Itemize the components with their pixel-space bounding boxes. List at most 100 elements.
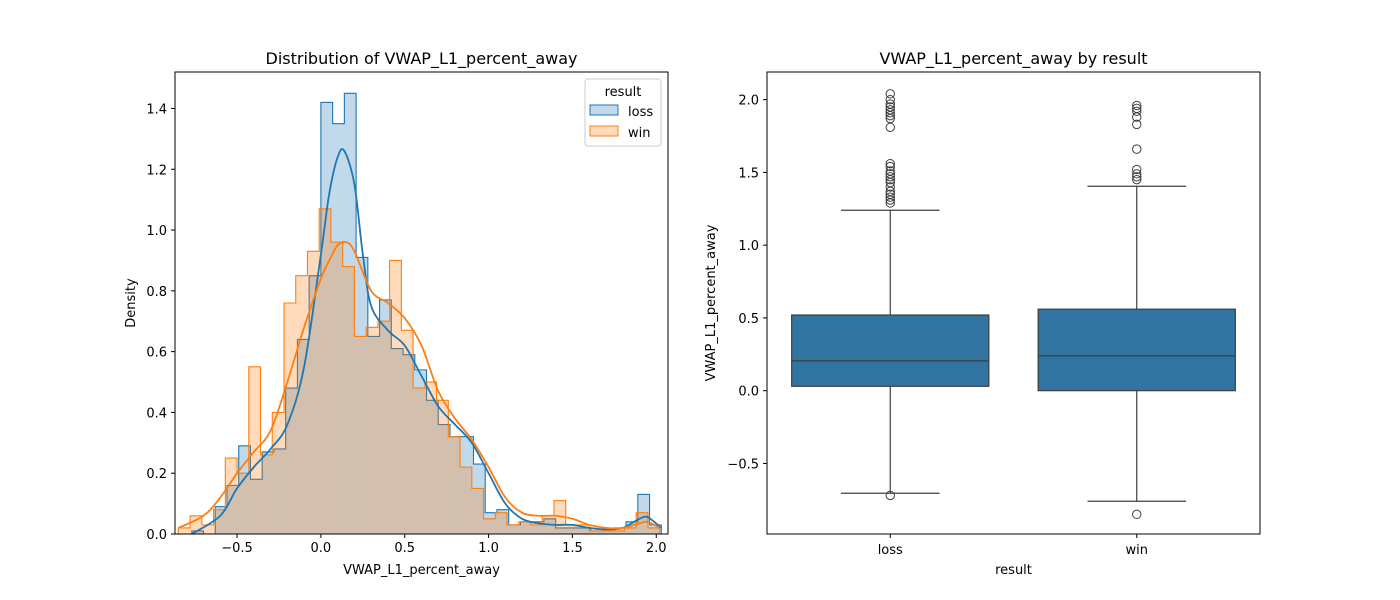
kde-line-win xyxy=(177,240,661,530)
histogram-bar-loss xyxy=(391,348,404,534)
legend-label-win: win xyxy=(628,126,650,141)
histogram-bar-loss xyxy=(602,530,615,534)
boxplot-y-axis-label: VWAP_L1_percent_away xyxy=(704,224,719,381)
outlier-point xyxy=(885,490,895,501)
boxplot-panel: loss win −0.5 0.0 0.5 1.0 1.5 2.0 VWAP_L1_perc… xyxy=(704,49,1261,578)
histogram-bar-win xyxy=(260,454,273,534)
outlier-point xyxy=(885,99,895,109)
histogram-bar-win xyxy=(577,524,590,534)
x-tick-label: 1.0 xyxy=(478,541,499,556)
outlier-point xyxy=(1132,174,1142,185)
histogram-bar-win xyxy=(319,208,331,535)
histogram-bar-loss xyxy=(438,424,451,534)
histogram-bar-loss xyxy=(508,524,521,534)
histogram-bar-loss xyxy=(473,464,486,534)
histogram-bar-loss xyxy=(485,512,497,534)
outlier-point xyxy=(885,169,895,179)
boxplot-axes-frame xyxy=(766,71,1261,535)
histogram-bar-win xyxy=(178,527,191,534)
legend-swatch-loss xyxy=(589,104,619,116)
y-tick-label: 0.0 xyxy=(738,385,759,400)
outlier-point xyxy=(1132,106,1142,116)
histogram-bar-win xyxy=(413,388,425,534)
histogram-bar-win xyxy=(272,412,284,534)
histogram-bar-loss xyxy=(344,93,357,535)
outlier-point xyxy=(1132,509,1142,520)
outlier-point xyxy=(1132,119,1142,130)
histogram-bar-win xyxy=(600,530,613,534)
outlier-point xyxy=(885,161,895,172)
histogram-bar-win xyxy=(377,321,390,534)
y-tick-label: 0.2 xyxy=(146,467,167,482)
histogram-bar-win xyxy=(190,515,202,534)
x-tick-label: −0.5 xyxy=(221,541,253,556)
histogram-bar-win xyxy=(507,524,519,534)
y-tick-label: 1.5 xyxy=(738,166,759,181)
legend: result loss win xyxy=(584,78,662,147)
histogram-bar-win xyxy=(483,518,496,534)
outlier-point xyxy=(885,172,895,182)
legend-title: result xyxy=(605,85,642,100)
y-tick-label: 2.0 xyxy=(738,94,759,109)
histogram-bar-win xyxy=(624,527,637,534)
histogram-bar-win xyxy=(471,488,484,534)
histogram-bar-win xyxy=(366,327,378,534)
histogram-axes-frame xyxy=(174,71,669,535)
histogram-bar-win xyxy=(330,242,343,535)
outlier-point xyxy=(885,192,895,202)
histogram-bar-loss xyxy=(309,275,321,534)
histogram-x-ticks: −0.5 0.0 0.5 1.0 1.5 2.0 xyxy=(221,534,667,556)
histogram-bar-loss xyxy=(543,518,556,534)
y-tick-label: 1.2 xyxy=(146,163,167,178)
outlier-point xyxy=(885,102,895,112)
histogram-bar-loss xyxy=(297,339,310,534)
legend-swatch-win xyxy=(589,125,619,137)
y-tick-label: −0.5 xyxy=(727,457,759,472)
histogram-bar-win xyxy=(448,436,461,534)
histogram-bar-loss xyxy=(285,388,298,534)
x-tick-label: win xyxy=(1126,543,1148,558)
histogram-bar-loss xyxy=(191,530,204,534)
histogram-bar-loss xyxy=(567,527,580,534)
x-tick-label: 0.5 xyxy=(394,541,415,556)
histogram-bar-win xyxy=(589,530,601,534)
histogram-bar-win xyxy=(518,521,531,534)
histogram-panel: −0.5 0.0 0.5 1.0 1.5 2.0 0.0 0.2 0.4 0.6 0.8 1.0 1.… xyxy=(124,49,669,578)
histogram-bar-loss xyxy=(532,521,544,534)
histogram-bar-loss xyxy=(426,400,439,534)
histogram-bar-win xyxy=(612,530,625,534)
histogram-bar-win xyxy=(213,509,226,534)
histogram-bar-loss xyxy=(273,448,286,534)
histogram-y-axis-label: Density xyxy=(124,278,139,328)
legend-frame xyxy=(584,78,662,147)
histogram-bar-win xyxy=(307,251,320,534)
histogram-bar-loss xyxy=(403,354,415,534)
histogram-bar-win xyxy=(495,512,508,534)
outlier-point xyxy=(1132,103,1142,114)
y-tick-label: 0.4 xyxy=(146,406,167,421)
histogram-step-outline-loss xyxy=(191,92,662,535)
outlier-point xyxy=(885,122,895,132)
histogram-bar-loss xyxy=(356,257,368,534)
histogram-bar-win xyxy=(389,260,402,534)
histogram-bar-loss xyxy=(450,436,462,534)
outlier-point xyxy=(885,105,895,115)
outlier-point xyxy=(885,166,895,176)
y-tick-label: 0.8 xyxy=(146,285,167,300)
histogram-bar-loss xyxy=(250,479,263,534)
histogram-bar-win xyxy=(225,458,238,534)
histogram-bar-loss xyxy=(414,369,427,534)
iqr-box xyxy=(791,314,990,387)
histogram-bar-loss xyxy=(379,299,392,534)
y-tick-label: 1.0 xyxy=(146,224,167,239)
histogram-bar-loss xyxy=(555,527,568,534)
histogram-y-ticks: 0.0 0.2 0.4 0.6 0.8 1.0 1.2 1.4 xyxy=(146,102,175,543)
histogram-bar-loss xyxy=(226,485,239,534)
histogram-bar-loss xyxy=(520,521,533,534)
outlier-point xyxy=(885,94,895,105)
outlier-point xyxy=(885,189,895,199)
histogram-bar-loss xyxy=(367,336,380,534)
y-tick-label: 1.0 xyxy=(738,239,759,254)
boxplot-title: VWAP_L1_percent_away by result xyxy=(879,49,1147,69)
